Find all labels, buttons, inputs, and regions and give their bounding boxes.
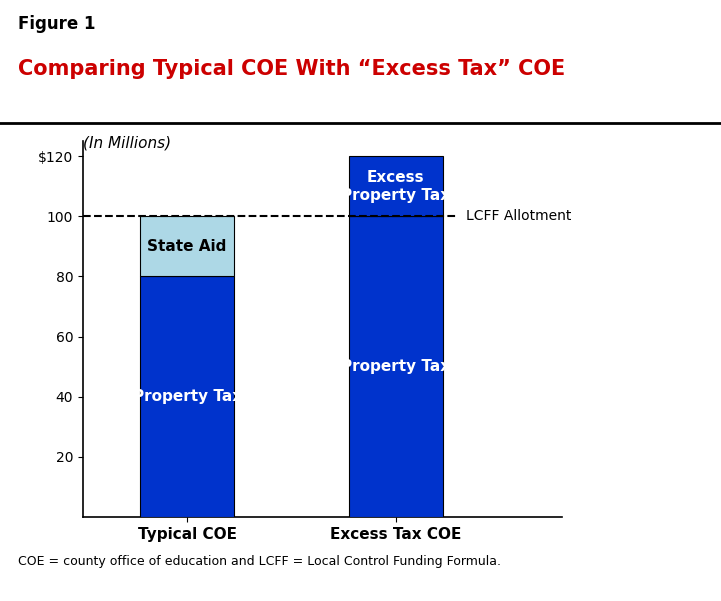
Text: State Aid: State Aid — [148, 239, 227, 254]
Bar — [349, 156, 443, 216]
Text: Excess
Property Tax: Excess Property Tax — [341, 170, 450, 203]
Text: (In Millions): (In Millions) — [83, 135, 171, 150]
Text: Property Tax: Property Tax — [133, 389, 242, 404]
Text: LCFF Allotment: LCFF Allotment — [466, 209, 572, 224]
Text: COE = county office of education and LCFF = Local Control Funding Formula.: COE = county office of education and LCF… — [18, 555, 501, 568]
Text: Figure 1: Figure 1 — [18, 15, 95, 33]
Text: Property Tax: Property Tax — [341, 359, 450, 374]
Text: Comparing Typical COE With “Excess Tax” COE: Comparing Typical COE With “Excess Tax” … — [18, 59, 565, 79]
Bar — [349, 216, 443, 517]
Bar — [141, 216, 234, 276]
Bar — [141, 276, 234, 517]
